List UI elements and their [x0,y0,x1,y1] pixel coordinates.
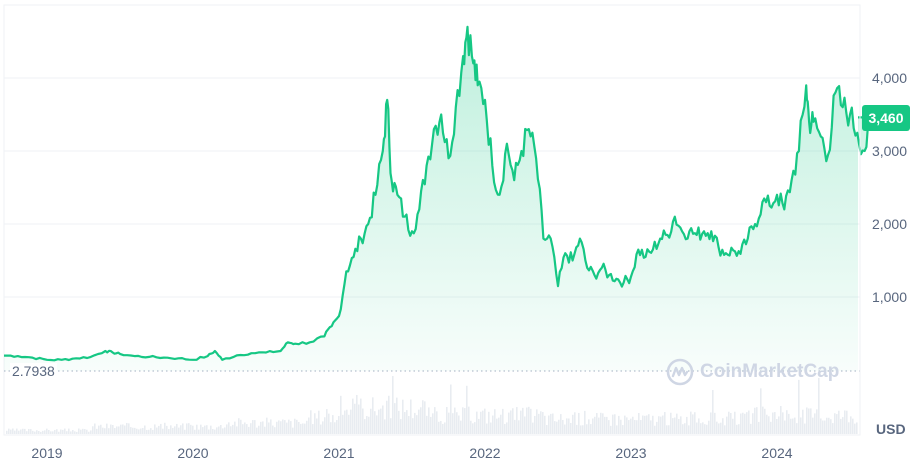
y-axis-label: 3,000 [871,143,907,159]
current-price-badge: 3,460 [862,105,910,131]
coinmarketcap-watermark: CoinMarketCap [666,358,839,386]
coinmarketcap-logo-icon [666,358,694,386]
x-axis-label: 2022 [469,445,501,461]
y-axis-label: 1,000 [871,289,907,305]
y-axis-label: 4,000 [871,70,907,86]
currency-label: USD [876,421,906,437]
y-axis-label: 2,000 [871,216,907,232]
x-axis-label: 2021 [323,445,355,461]
price-area-fill [4,26,872,372]
x-axis-label: 2020 [177,445,209,461]
price-line [4,25,873,362]
x-axis-label: 2024 [761,445,793,461]
watermark-text: CoinMarketCap [700,361,840,382]
x-axis-label: 2019 [31,445,63,461]
volume-bars [6,376,858,434]
min-price-label: 2.7938 [10,363,57,379]
x-axis-label: 2023 [615,445,647,461]
